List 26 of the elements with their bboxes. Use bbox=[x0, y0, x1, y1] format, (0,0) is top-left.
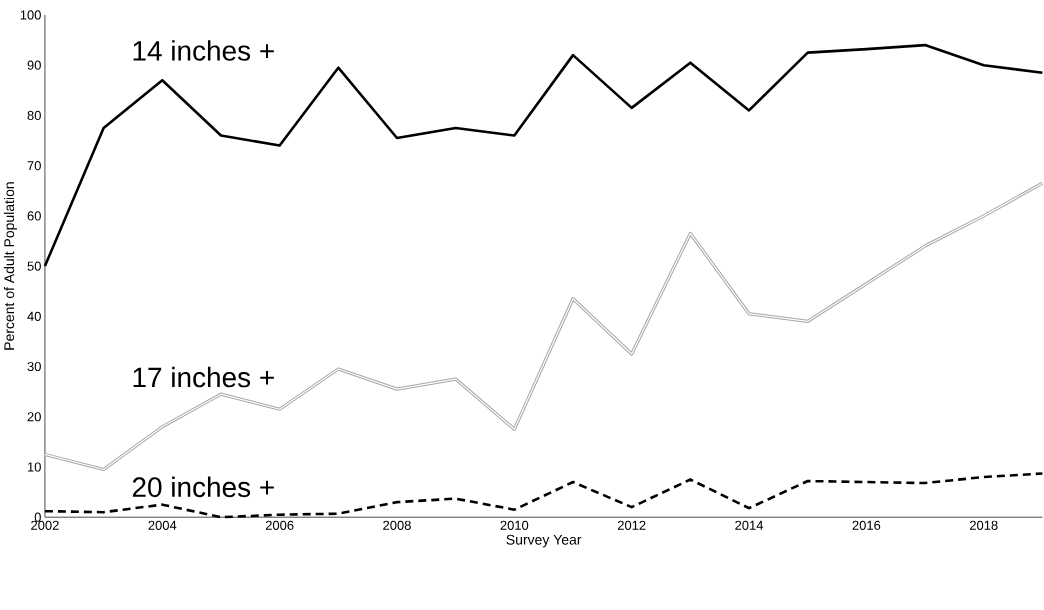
y-axis-title: Percent of Adult Population bbox=[3, 182, 17, 350]
y-tick-label: 40 bbox=[27, 311, 41, 321]
x-tick-label: 2008 bbox=[383, 520, 411, 530]
x-tick-label: 2016 bbox=[852, 520, 881, 530]
x-tick-label: 2004 bbox=[148, 520, 177, 530]
x-tick-label: 2014 bbox=[735, 520, 764, 530]
series-label: 14 inches + bbox=[133, 40, 274, 61]
y-tick-label: 80 bbox=[27, 110, 41, 120]
y-tick-label: 20 bbox=[27, 412, 41, 422]
y-tick-label: 30 bbox=[27, 361, 41, 372]
y-tick-label: 50 bbox=[27, 261, 41, 271]
x-tick-label: 2006 bbox=[265, 520, 294, 530]
y-tick-label: 0 bbox=[34, 512, 41, 522]
y-tick-label: 100 bbox=[20, 10, 41, 20]
x-tick-label: 2010 bbox=[500, 520, 529, 530]
y-tick-label: 70 bbox=[27, 161, 41, 171]
x-axis-title: Survey Year bbox=[506, 534, 582, 548]
x-tick-label: 2002 bbox=[31, 520, 59, 530]
series-label: 20 inches + bbox=[132, 476, 274, 498]
y-tick-label: 90 bbox=[27, 60, 41, 70]
y-tick-label: 60 bbox=[27, 211, 41, 221]
y-tick-label: 10 bbox=[27, 462, 41, 472]
line-series bbox=[43, 181, 1044, 472]
x-tick-label: 2018 bbox=[969, 520, 998, 530]
x-tick-label: 2012 bbox=[617, 520, 646, 530]
series-label: 17 inches + bbox=[133, 366, 274, 388]
